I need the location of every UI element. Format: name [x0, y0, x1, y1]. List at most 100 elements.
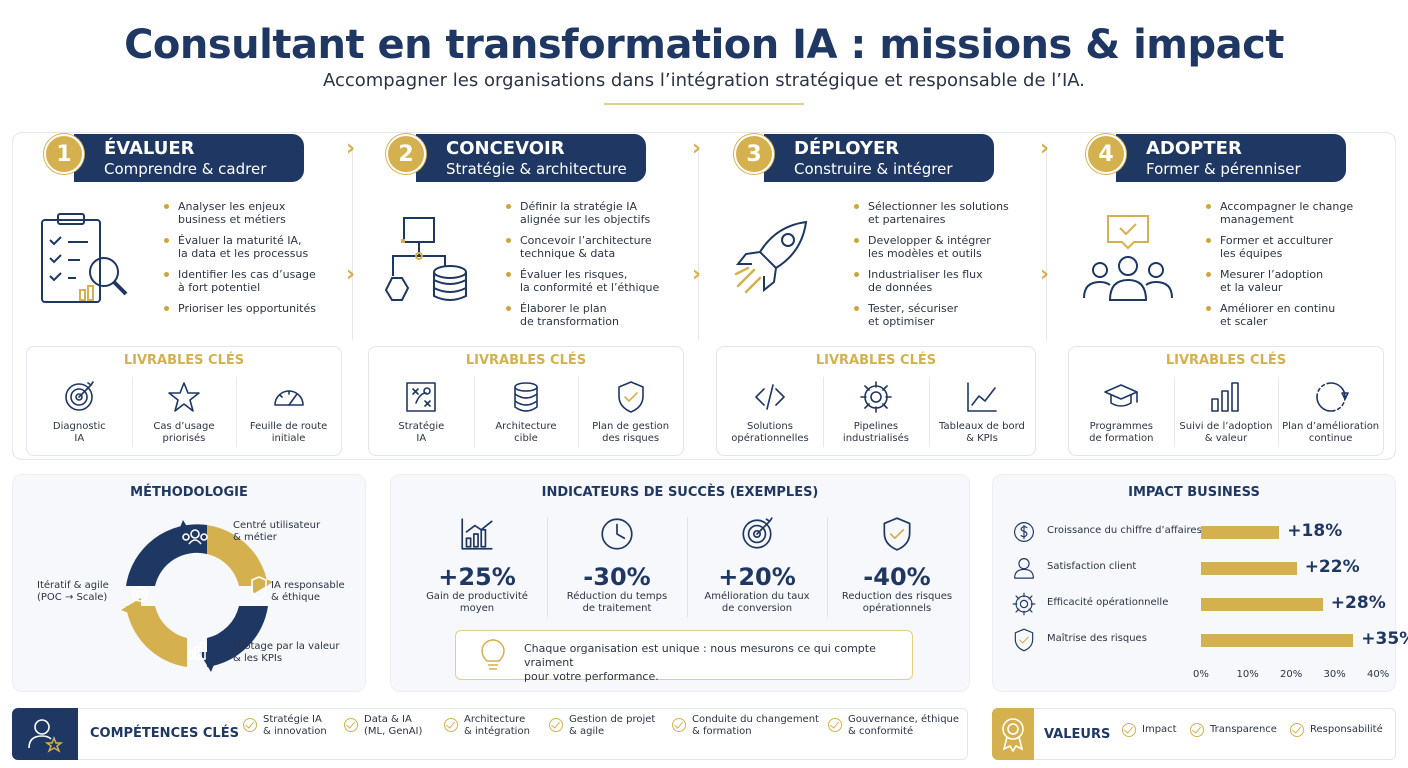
architecture-flow-icon — [384, 217, 467, 301]
step-name: ADOPTER — [1146, 138, 1242, 159]
step-illustration — [36, 210, 132, 314]
check-circle-icon — [444, 718, 458, 732]
skills-icon-box — [12, 708, 78, 760]
gauge-icon — [273, 390, 304, 406]
step-tagline: Stratégie & architecture — [446, 160, 627, 178]
chart-row: Efficacité opérationnelle +28% — [1011, 589, 1391, 619]
step-number-badge: 1 — [44, 134, 84, 174]
step-bullet: Industrialiser les flux de données — [854, 268, 1034, 294]
deliverable-item: Pipelines industrialisés — [823, 379, 929, 445]
deliverable-item: Suivi de l’adoption & valeur — [1174, 379, 1279, 445]
target-icon — [742, 517, 773, 549]
chart-value-label: +28% — [1330, 593, 1386, 613]
step-banner: ADOPTER Former & pérenniser — [1116, 134, 1346, 182]
skill-item: Conduite du changement & formation — [672, 714, 819, 738]
value-item: Responsabilité — [1290, 723, 1383, 737]
values-title: VALEURS — [1044, 727, 1111, 742]
shield-check-icon — [1011, 627, 1037, 657]
indicator-note-text: Chaque organisation est unique : nous me… — [524, 642, 876, 683]
chart-row: Croissance du chiffre d’affaires +18% — [1011, 517, 1391, 547]
dollar-icon — [1014, 522, 1034, 542]
step-concevoir: CONCEVOIR Stratégie & architecture 2 Défini… — [360, 132, 696, 460]
user-star-icon — [28, 719, 64, 753]
step-bullet: Améliorer en continu et scaler — [1206, 302, 1386, 328]
methodology-title: MÉTHODOLOGIE — [130, 485, 248, 500]
gear-icon — [1012, 592, 1036, 616]
value-item: Impact — [1122, 723, 1177, 737]
step-bullets: Définir la stratégie IA alignée sur les … — [506, 200, 686, 336]
step-divider — [352, 150, 353, 340]
deliverable-item: Cas d’usage priorisés — [132, 379, 237, 445]
chart-bar — [1201, 634, 1354, 647]
step-bullet: Prioriser les opportunités — [164, 302, 344, 315]
chart-category-label: Satisfaction client — [1047, 561, 1137, 572]
shield-check-icon — [617, 381, 644, 413]
step-bullet: Évaluer les risques, la conformité et l’… — [506, 268, 686, 294]
line-chart-icon — [967, 382, 997, 412]
step-name: CONCEVOIR — [446, 138, 565, 159]
indicator-value: +20% — [718, 563, 796, 591]
chart-category-label: Croissance du chiffre d’affaires — [1047, 525, 1202, 536]
step-name: ÉVALUER — [104, 138, 195, 159]
step-bullet: Définir la stratégie IA alignée sur les … — [506, 200, 686, 226]
step-tagline: Construire & intégrer — [794, 160, 953, 178]
database-icon — [514, 382, 538, 412]
deliverable-item: Plan de gestion des risques — [578, 379, 683, 445]
step-déployer: DÉPLOYER Construire & intégrer 3 Sélectionn… — [708, 132, 1048, 460]
indicator-item: +20% Amélioration du taux de conversion — [687, 515, 827, 615]
skill-item: Gestion de projet & agile — [549, 714, 655, 738]
step-bullet: Former et acculturer les équipes — [1206, 234, 1386, 260]
award-badge-icon — [1002, 718, 1024, 753]
growth-chart-icon — [461, 518, 493, 550]
deliverable-label: Plan d’amélioration continue — [1282, 421, 1380, 444]
indicator-note-box: Chaque organisation est unique : nous me… — [455, 630, 913, 683]
check-circle-icon — [1190, 723, 1204, 737]
step-bullet: Concevoir l’architecture technique & dat… — [506, 234, 686, 260]
user-icon — [1014, 558, 1034, 579]
step-bullet: Analyser les enjeux business et métiers — [164, 200, 344, 226]
deliverable-item: Programmes de formation — [1069, 379, 1174, 445]
deliverable-item: Diagnostic IA — [27, 379, 132, 445]
step-bullet: Tester, sécuriser et optimiser — [854, 302, 1034, 328]
page-subtitle: Accompagner les organisations dans l’int… — [322, 70, 1086, 91]
chevron-right-icon: › — [346, 262, 356, 287]
methodology-item-responsible-ai: IA responsable & éthique — [271, 580, 345, 603]
deliverable-label: Pipelines industrialisés — [842, 421, 910, 444]
skill-item: Data & IA (ML, GenAI) — [344, 714, 422, 738]
skill-label: Architecture & intégration — [464, 714, 530, 737]
impact-business-card: IMPACT BUSINESS Croissance du chiffre d’… — [992, 474, 1408, 692]
deliverable-item: Stratégie IA — [369, 379, 474, 445]
page-title: Consultant en transformation IA : missio… — [124, 22, 1284, 68]
chart-tick-label: 40% — [1367, 669, 1390, 680]
deliverable-label: Diagnostic IA — [52, 421, 106, 444]
lightbulb-icon — [481, 639, 505, 670]
indicators-title: INDICATEURS DE SUCCÈS (EXEMPLES) — [541, 485, 819, 500]
methodology-item-value-steering: Pilotage par la valeur & les KPIs — [233, 641, 340, 664]
code-icon — [755, 384, 785, 410]
indicator-separator — [687, 517, 688, 617]
deliverable-separator — [131, 377, 133, 447]
step-bullet: Sélectionner les solutions et partenaire… — [854, 200, 1034, 226]
chart-category-label: Efficacité opérationnelle — [1047, 597, 1169, 608]
shield-check-icon — [883, 517, 911, 551]
clipboard-magnifier-icon — [41, 213, 128, 303]
deliverable-separator — [473, 377, 475, 447]
skill-label: Gouvernance, éthique & conformité — [848, 714, 960, 737]
chevron-right-icon: › — [1040, 262, 1050, 287]
check-circle-icon — [1122, 723, 1136, 737]
chart-value-label: +35% — [1361, 629, 1408, 649]
indicator-value: -40% — [863, 563, 931, 591]
team-chat-icon — [1083, 215, 1173, 301]
deliverable-label: Tableaux de bord & KPIs — [939, 421, 1025, 444]
deliverable-separator — [1173, 377, 1175, 447]
skills-bar — [12, 708, 968, 760]
cycle-icon — [1315, 382, 1349, 412]
gear-icon — [860, 381, 892, 413]
strategy-board-icon — [406, 382, 437, 412]
chart-category-label: Maîtrise des risques — [1047, 633, 1147, 644]
methodology-cycle-icon — [121, 520, 273, 672]
chevron-right-icon: › — [692, 136, 702, 161]
target-icon — [65, 381, 95, 411]
value-label: Transparence — [1210, 724, 1277, 735]
deliverable-item: Architecture cible — [474, 379, 579, 445]
